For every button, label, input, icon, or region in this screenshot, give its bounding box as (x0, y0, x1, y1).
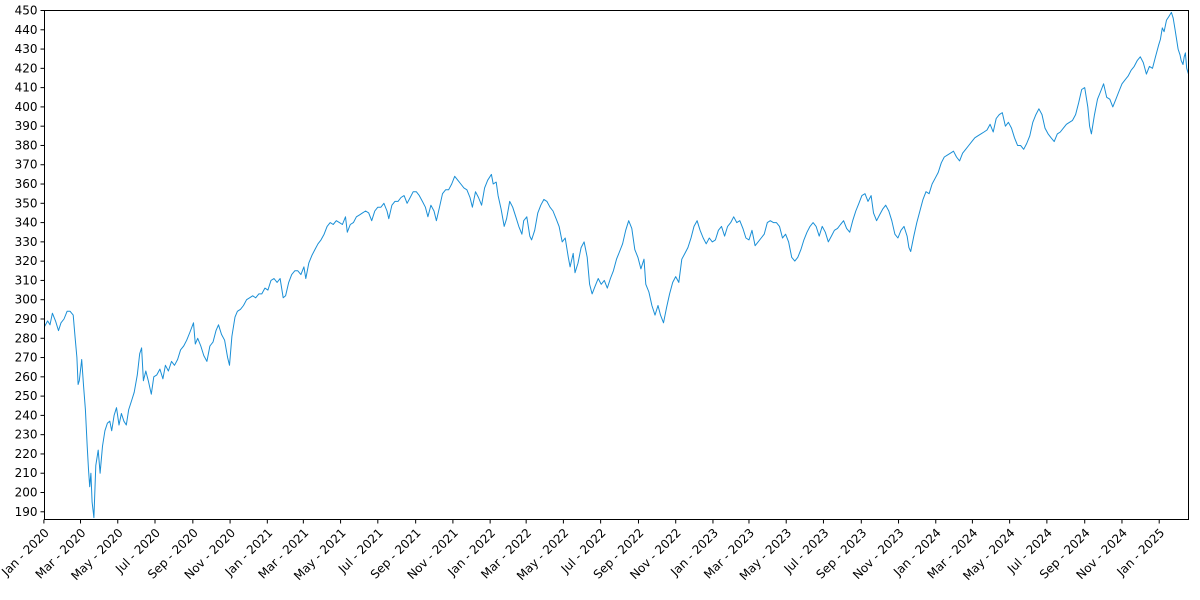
y-tick-label: 430 (15, 42, 38, 56)
y-tick-label: 410 (15, 81, 38, 95)
y-tick-label: 230 (15, 428, 38, 442)
plot-frame (44, 10, 1189, 520)
y-tick-label: 390 (15, 119, 38, 133)
y-tick-label: 250 (15, 389, 38, 403)
y-tick-label: 450 (15, 4, 38, 18)
y-tick-label: 420 (15, 61, 38, 75)
y-tick-label: 190 (15, 505, 38, 519)
y-tick-label: 240 (15, 408, 38, 422)
y-tick-label: 440 (15, 23, 38, 37)
y-tick-label: 260 (15, 370, 38, 384)
y-tick-label: 370 (15, 158, 38, 172)
y-tick-label: 210 (15, 466, 38, 480)
y-tick-label: 270 (15, 351, 38, 365)
y-tick-label: 220 (15, 447, 38, 461)
plot-area (44, 11, 1189, 519)
y-tick-label: 310 (15, 273, 38, 287)
y-tick-label: 200 (15, 486, 38, 500)
y-tick-label: 340 (15, 216, 38, 230)
y-tick-label: 400 (15, 100, 38, 114)
y-axis: 190 200 210 220 230 240 250 260 270 280 290 300 310 3… (15, 4, 45, 519)
y-tick-label: 290 (15, 312, 38, 326)
y-tick-label: 280 (15, 331, 38, 345)
y-tick-label: 330 (15, 235, 38, 249)
y-tick-label: 380 (15, 138, 38, 152)
y-tick-label: 320 (15, 254, 38, 268)
y-tick-label: 350 (15, 196, 38, 210)
y-tick-label: 360 (15, 177, 38, 191)
series-line-0 (44, 11, 1189, 519)
y-tick-label: 300 (15, 293, 38, 307)
